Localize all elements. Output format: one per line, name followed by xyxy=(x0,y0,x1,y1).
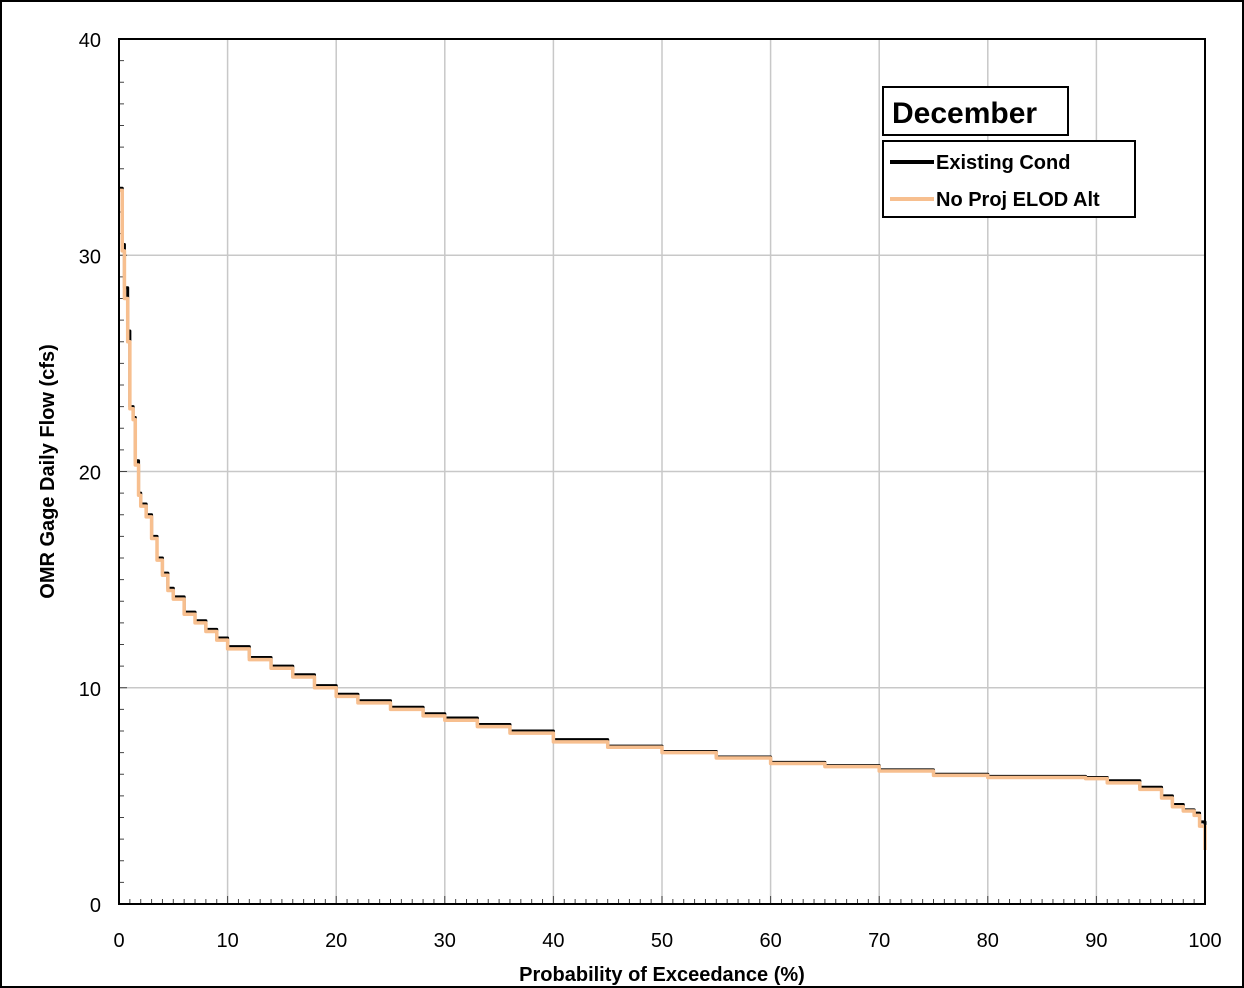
legend-label-existing-cond: Existing Cond xyxy=(936,152,1070,174)
legend: December Existing Cond No Proj ELOD Alt xyxy=(882,86,1136,218)
y-tick-label: 0 xyxy=(90,895,101,917)
y-tick-label: 40 xyxy=(79,30,101,52)
x-tick-label: 60 xyxy=(759,930,781,952)
x-tick-label: 90 xyxy=(1085,930,1107,952)
x-tick-label: 30 xyxy=(434,930,456,952)
legend-title-box xyxy=(882,86,1069,136)
x-tick-label: 70 xyxy=(868,930,890,952)
y-tick-label: 20 xyxy=(79,463,101,485)
x-tick-label: 0 xyxy=(113,930,124,952)
legend-box xyxy=(882,140,1136,218)
x-tick-label: 20 xyxy=(325,930,347,952)
y-tick-label: 30 xyxy=(79,246,101,268)
legend-title: December xyxy=(892,97,1037,130)
x-axis-title: Probability of Exceedance (%) xyxy=(519,964,805,986)
x-tick-label: 80 xyxy=(977,930,999,952)
legend-label-no-proj-elod-alt: No Proj ELOD Alt xyxy=(936,189,1100,211)
grid-lines xyxy=(119,39,1205,904)
plot-area-border xyxy=(118,38,1206,905)
y-tick-label: 10 xyxy=(79,679,101,701)
y-axis-title: OMR Gage Daily Flow (cfs) xyxy=(37,344,59,598)
series-lines xyxy=(119,186,1207,850)
x-tick-label: 100 xyxy=(1188,930,1221,952)
series-line-no-proj-elod-alt xyxy=(119,188,1207,850)
tick-labels: 0 10 20 30 40 50 60 70 80 90 100 0 10 20 30 40 xyxy=(79,30,1222,952)
x-tick-label: 40 xyxy=(542,930,564,952)
x-tick-label: 10 xyxy=(216,930,238,952)
x-tick-label: 50 xyxy=(651,930,673,952)
